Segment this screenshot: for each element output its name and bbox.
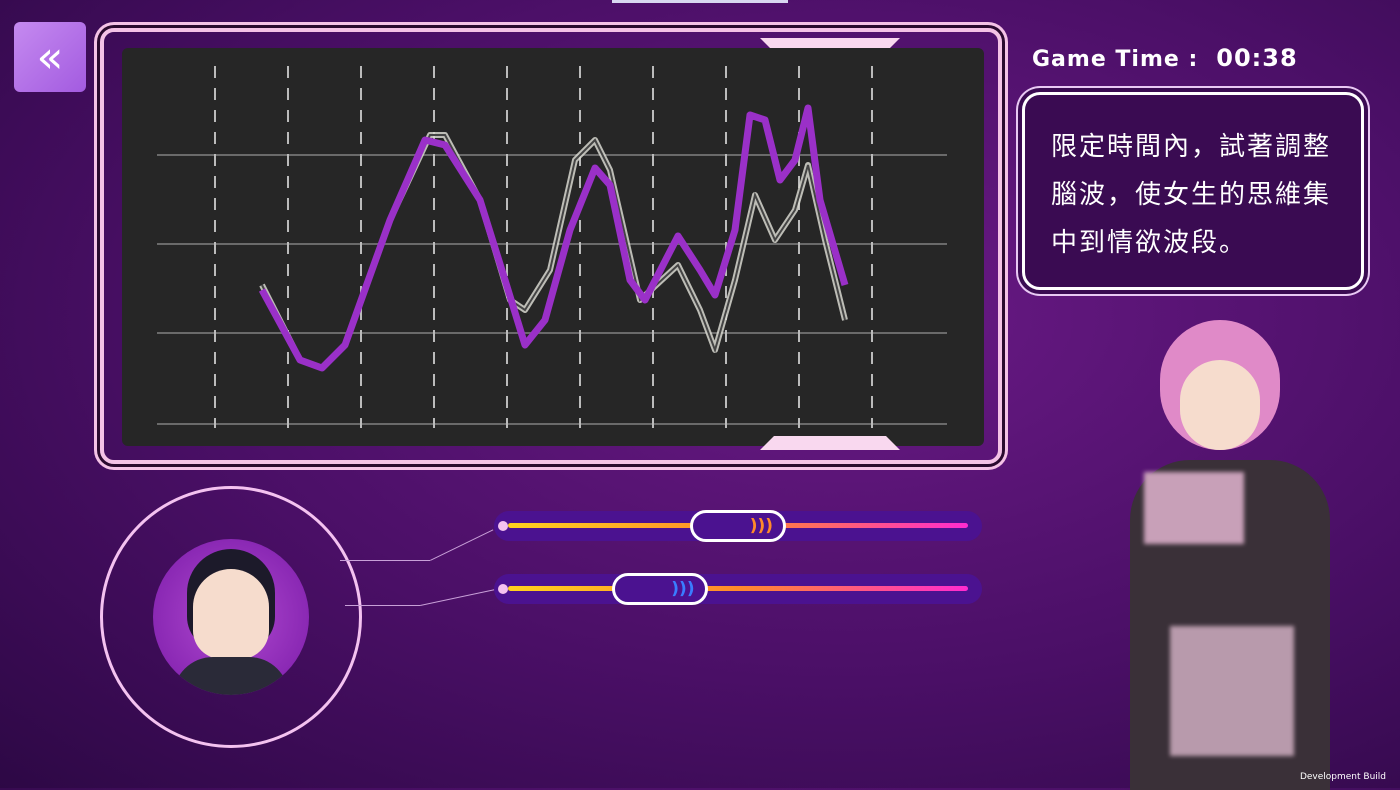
wave-slider-2[interactable]: ))) [494,573,982,605]
wave-screen [122,48,984,446]
wave-glyph-icon: ))) [671,579,695,599]
connector-line [345,605,420,606]
timer-label: Game Time : [1032,47,1199,72]
wave-slider-1[interactable]: ))) [494,510,982,542]
game-timer: Game Time : 00:38 [1032,44,1298,72]
double-chevron-left-icon: « [36,31,64,83]
connector-line [340,560,430,561]
demon-girl-character [1090,300,1350,790]
player-avatar [153,539,309,695]
connector-line [430,529,494,561]
connector-line [420,588,499,606]
slider-knob[interactable]: ))) [690,510,786,542]
back-button[interactable]: « [14,22,86,92]
slider-dot [498,584,508,594]
build-label: Development Build [1299,772,1386,782]
hint-speech-bubble: 限定時間內，試著調整腦波，使女生的思維集中到情欲波段。 [1022,92,1364,290]
slider-dot [498,521,508,531]
wave-chart [157,66,947,428]
censor-block [1144,472,1244,544]
player-wave [258,104,849,372]
frame-tab-bottom [760,436,900,450]
monitor-frame [100,28,1002,464]
slider-bar [508,586,968,591]
wave-glyph-icon: ))) [749,516,773,536]
hint-text: 限定時間內，試著調整腦波，使女生的思維集中到情欲波段。 [1051,132,1332,258]
top-indicator [612,0,788,3]
timer-value: 00:38 [1216,44,1298,72]
censor-block [1170,626,1294,756]
player-portrait [100,486,362,748]
slider-knob[interactable]: ))) [611,573,708,605]
